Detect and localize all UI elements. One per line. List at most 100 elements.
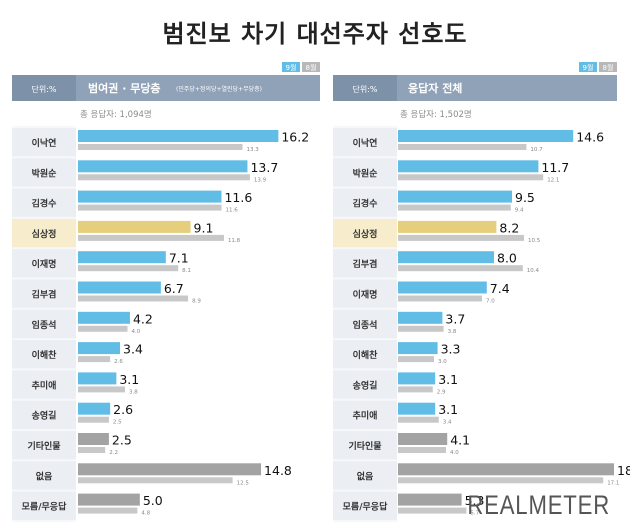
- bar-current: [398, 463, 614, 476]
- unit-label: 단위:%: [31, 84, 56, 94]
- category-label-cell: [333, 279, 397, 308]
- category-label: 임종석: [353, 319, 378, 331]
- bar-previous: [78, 477, 233, 484]
- bar-previous: [398, 416, 439, 423]
- sample-size-note: 총 응답자: 1,502명: [400, 109, 472, 120]
- legend-label-previous: 8월: [306, 63, 317, 72]
- category-label-cell: [333, 400, 397, 429]
- bar-current: [78, 251, 166, 264]
- category-label: 김경수: [32, 198, 57, 210]
- bar-previous: [78, 356, 111, 363]
- value-label-current: 2.6: [113, 402, 133, 417]
- category-label-cell: [333, 249, 397, 278]
- value-label-previous: 7.0: [486, 299, 495, 305]
- category-label-cell: [333, 370, 397, 399]
- bar-current: [78, 402, 111, 415]
- bar-previous: [78, 295, 189, 302]
- bar-current: [398, 342, 438, 355]
- bar-current: [78, 220, 191, 233]
- bar-current: [78, 372, 117, 385]
- category-label: 기타인물: [27, 440, 60, 452]
- category-label: 김경수: [353, 198, 378, 210]
- bar-previous: [78, 265, 179, 272]
- category-label: 추미애: [353, 410, 378, 422]
- value-label-previous: 10.5: [528, 238, 541, 244]
- value-label-previous: 12.1: [547, 177, 559, 183]
- panel-title: 범여권 · 무당층: [88, 81, 161, 95]
- value-label-previous: 10.4: [527, 268, 540, 274]
- bar-previous: [78, 204, 222, 211]
- brand-logo-text: REALMETER: [467, 490, 610, 520]
- legend-label-current: 9월: [286, 63, 297, 72]
- value-label-previous: 8.9: [192, 299, 201, 305]
- category-label-cell: [333, 218, 397, 248]
- value-label-previous: 12.5: [237, 480, 250, 486]
- bar-current: [78, 433, 109, 445]
- panel-subtitle: (민주당+정의당+열린당+무당층): [176, 85, 262, 93]
- bar-previous: [78, 144, 243, 150]
- category-label-cell: [12, 128, 76, 157]
- category-label-cell: [12, 491, 76, 520]
- bar-current: [398, 402, 436, 415]
- chart-title: 범진보 차기 대선주자 선호도: [162, 20, 468, 48]
- bar-previous: [398, 234, 524, 241]
- bar-previous: [78, 234, 224, 241]
- chart-panel-1: [12, 62, 320, 522]
- bar-previous: [398, 447, 446, 453]
- bar-previous: [78, 325, 128, 332]
- value-label-current: 18.0: [617, 463, 630, 478]
- bar-previous: [398, 356, 434, 363]
- value-label-current: 3.1: [438, 372, 458, 387]
- category-label-cell: [12, 279, 76, 308]
- category-label-cell: [12, 340, 76, 369]
- value-label-previous: 2.5: [113, 420, 122, 426]
- category-label-cell: [333, 340, 397, 369]
- category-label-cell: [333, 431, 397, 460]
- bar-previous: [78, 416, 109, 423]
- category-label: 모름/무응답: [343, 501, 388, 513]
- bar-previous: [398, 295, 482, 302]
- value-label-previous: 2.2: [109, 450, 118, 456]
- value-label-previous: 3.8: [448, 329, 457, 335]
- category-label: 김부겸: [32, 289, 57, 301]
- value-label-current: 3.1: [438, 402, 458, 417]
- category-label-cell: [12, 309, 76, 339]
- value-label-current: 5.0: [143, 493, 163, 508]
- value-label-current: 5.3: [465, 493, 485, 508]
- value-label-current: 14.8: [264, 463, 292, 478]
- category-label: 박원순: [353, 167, 378, 179]
- legend-swatch-previous: [599, 62, 617, 72]
- category-label-cell: [12, 461, 76, 490]
- unit-label: 단위:%: [352, 84, 377, 94]
- value-label-previous: 2.6: [114, 359, 123, 365]
- bar-previous: [398, 325, 444, 332]
- legend-swatch-current: [282, 62, 300, 72]
- value-label-current: 3.3: [441, 342, 461, 357]
- category-label-cell: [333, 128, 397, 157]
- category-label-cell: [333, 491, 397, 520]
- value-label-current: 3.1: [119, 372, 139, 387]
- category-label-cell: [333, 158, 397, 187]
- category-label: 없음: [357, 470, 374, 482]
- category-label: 이재명: [32, 258, 57, 270]
- unit-cell: [333, 75, 397, 101]
- value-label-previous: 3.8: [129, 389, 138, 395]
- legend-swatch-previous: [302, 62, 320, 72]
- bar-current: [398, 311, 443, 324]
- bar-current: [398, 130, 574, 142]
- value-label-previous: 17.1: [607, 480, 619, 486]
- value-label-previous: 8.1: [182, 268, 191, 274]
- value-label-previous: 11.8: [228, 238, 241, 244]
- value-label-current: 8.2: [499, 220, 519, 235]
- bar-current: [78, 493, 140, 506]
- value-label-previous: 3.0: [438, 359, 447, 365]
- bar-current: [398, 493, 462, 506]
- value-label-current: 9.5: [515, 190, 535, 205]
- value-label-current: 3.4: [123, 342, 143, 357]
- unit-cell: [12, 75, 76, 101]
- value-label-previous: 13.9: [254, 177, 267, 183]
- value-label-previous: 4.0: [131, 329, 140, 335]
- bar-previous: [398, 507, 467, 514]
- value-label-previous: 5.7: [470, 511, 479, 517]
